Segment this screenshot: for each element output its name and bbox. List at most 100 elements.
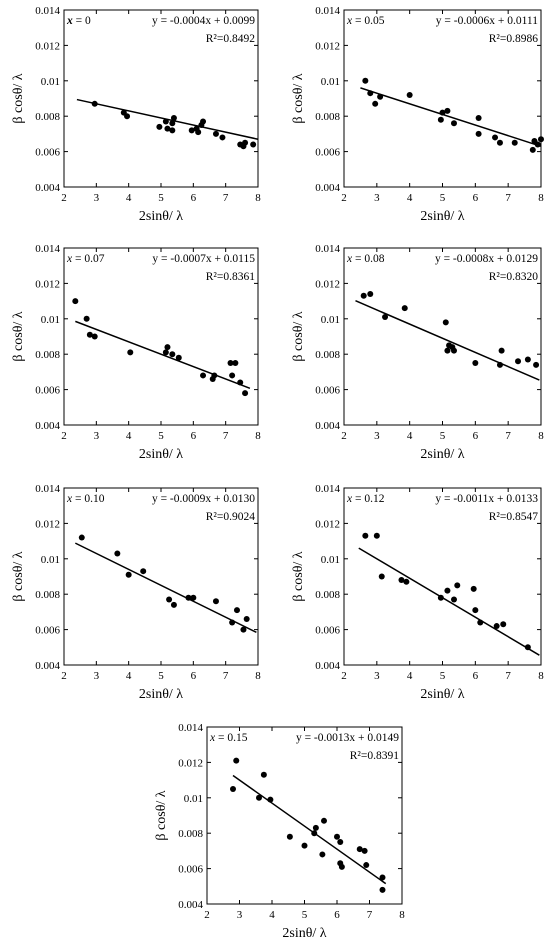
x-tick-label: 2 xyxy=(61,670,67,682)
x-tick-label: 2 xyxy=(341,430,347,442)
x-tick-label: 4 xyxy=(126,192,132,204)
data-point xyxy=(450,347,457,354)
y-tick-label: 0.008 xyxy=(178,828,203,840)
x-tick-label: 6 xyxy=(334,909,340,921)
x-tick-label: 6 xyxy=(191,430,197,442)
y-tick-label: 0.004 xyxy=(315,660,340,672)
y-tick-label: 0.01 xyxy=(321,76,340,88)
data-point xyxy=(524,356,531,363)
data-point xyxy=(242,139,249,146)
x-tick-label: 4 xyxy=(126,670,132,682)
x-axis-label: 2sinθ/ λ xyxy=(420,447,464,462)
y-tick-label: 0.012 xyxy=(315,40,340,52)
y-axis-label: β cosθ/ λ xyxy=(154,790,169,840)
data-point xyxy=(475,130,482,137)
r-squared: R²=0.8320 xyxy=(489,271,538,283)
x-tick-label: 6 xyxy=(473,192,479,204)
x-tick-label: 7 xyxy=(367,909,373,921)
data-point xyxy=(237,379,244,386)
chart-panel-1: 2 3 4 5 6 7 8 0.004 0.006 0.008 0.01 0.012 0.014 2sin… xyxy=(11,5,261,224)
data-point xyxy=(243,615,250,622)
data-point xyxy=(437,594,444,601)
x-axis-label: 2sinθ/ λ xyxy=(282,926,326,939)
data-point xyxy=(500,621,507,628)
data-point xyxy=(538,136,544,143)
y-tick-label: 0.014 xyxy=(35,243,60,255)
data-point xyxy=(140,568,147,575)
data-point xyxy=(533,361,540,368)
x-tick-label: 6 xyxy=(191,192,197,204)
fit-equation: y = -0.0013x + 0.0149 xyxy=(296,732,399,744)
x-tick-label: 2 xyxy=(61,192,67,204)
x-tick-label: 2 xyxy=(204,909,210,921)
y-tick-label: 0.008 xyxy=(35,349,60,361)
x-tick-label: 8 xyxy=(255,192,261,204)
x-tick-label: 8 xyxy=(538,430,544,442)
fit-equation: y = -0.0009x + 0.0130 xyxy=(152,493,255,505)
composition-label: x = 0.15 xyxy=(209,732,248,744)
x-tick-label: 3 xyxy=(374,192,380,204)
x-tick-label: 3 xyxy=(94,192,100,204)
chart-panel-4: 2 3 4 5 6 7 8 0.004 0.006 0.008 0.01 0.012 0.014 2sin… xyxy=(291,243,544,462)
data-point xyxy=(475,114,482,121)
data-point xyxy=(515,358,522,365)
r-squared: R²=0.8986 xyxy=(489,33,538,45)
y-tick-label: 0.01 xyxy=(41,554,60,566)
x-axis-label: 2sinθ/ λ xyxy=(139,447,183,462)
fit-equation: y = -0.0008x + 0.0129 xyxy=(435,253,538,265)
data-point xyxy=(492,134,499,141)
y-tick-label: 0.014 xyxy=(315,5,340,17)
data-point xyxy=(260,771,267,778)
data-point xyxy=(437,116,444,123)
y-tick-label: 0.01 xyxy=(321,314,340,326)
fit-line xyxy=(74,542,257,634)
y-tick-label: 0.004 xyxy=(35,420,60,432)
data-point xyxy=(361,847,368,854)
data-point xyxy=(78,534,85,541)
data-point xyxy=(188,127,195,134)
data-point xyxy=(91,100,98,107)
data-point xyxy=(444,107,451,114)
data-point xyxy=(200,372,207,379)
x-tick-label: 4 xyxy=(269,909,275,921)
data-point xyxy=(367,291,374,298)
data-point xyxy=(227,360,234,367)
data-point xyxy=(114,550,121,557)
x-tick-label: 8 xyxy=(538,670,544,682)
data-point xyxy=(472,607,479,614)
fit-line xyxy=(360,87,542,148)
data-point xyxy=(240,626,247,633)
y-tick-label: 0.004 xyxy=(35,660,60,672)
data-point xyxy=(127,349,134,356)
y-tick-label: 0.01 xyxy=(41,76,60,88)
data-point xyxy=(496,139,503,146)
y-tick-label: 0.012 xyxy=(35,40,60,52)
y-tick-label: 0.014 xyxy=(178,722,203,734)
x-tick-label: 7 xyxy=(223,192,229,204)
y-tick-label: 0.006 xyxy=(315,385,340,397)
data-point xyxy=(267,796,274,803)
x-tick-label: 8 xyxy=(255,430,261,442)
data-point xyxy=(362,77,369,84)
y-tick-label: 0.004 xyxy=(315,420,340,432)
data-point xyxy=(212,130,219,137)
data-point xyxy=(256,794,262,801)
x-tick-label: 5 xyxy=(158,192,164,204)
y-tick-label: 0.01 xyxy=(41,314,60,326)
data-point xyxy=(373,532,380,539)
y-axis-label: β cosθ/ λ xyxy=(11,311,26,361)
data-point xyxy=(406,91,413,98)
x-tick-label: 5 xyxy=(440,430,446,442)
r-squared: R²=0.8391 xyxy=(350,750,399,762)
data-point xyxy=(124,113,131,120)
x-tick-label: 4 xyxy=(407,430,413,442)
fit-equation: y = -0.0007x + 0.0115 xyxy=(152,253,255,265)
y-tick-label: 0.008 xyxy=(315,349,340,361)
data-point xyxy=(175,354,182,361)
fit-line xyxy=(358,547,540,656)
y-axis-label: β cosθ/ λ xyxy=(291,551,306,601)
x-tick-label: 2 xyxy=(341,192,347,204)
composition-label: x = 0.08 xyxy=(346,253,385,265)
x-tick-label: 7 xyxy=(505,430,511,442)
data-point xyxy=(450,596,457,603)
